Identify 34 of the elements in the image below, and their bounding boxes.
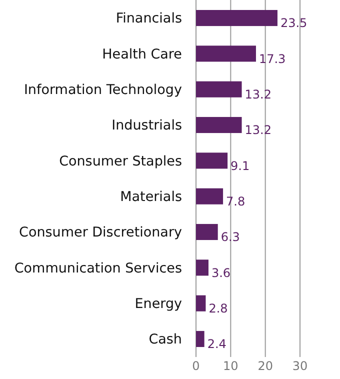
data-label: 17.3	[258, 52, 286, 66]
y-tick-label: Energy	[134, 296, 182, 312]
y-tick-label: Communication Services	[14, 260, 182, 276]
y-tick-label: Health Care	[102, 46, 182, 62]
data-label: 13.2	[244, 88, 272, 102]
bar	[196, 188, 224, 204]
bar	[196, 152, 228, 169]
y-tick-label: Materials	[120, 189, 182, 206]
data-label: 2.8	[208, 302, 228, 316]
bar	[196, 224, 218, 240]
y-tick-label: Information Technology	[24, 82, 182, 98]
data-label: 13.2	[244, 123, 272, 138]
y-tick-label: Cash	[148, 332, 182, 348]
data-label: 9.1	[230, 158, 250, 173]
x-tick-label: 0	[192, 359, 200, 373]
bar	[196, 330, 204, 348]
y-tick-label: Industrials	[112, 118, 182, 134]
bar	[196, 260, 208, 276]
x-tick-label: 30	[292, 359, 308, 373]
y-tick-label: Consumer Discretionary	[19, 224, 182, 241]
data-label: 3.6	[211, 266, 231, 280]
x-tick-label: 10	[223, 359, 238, 373]
bar	[196, 46, 256, 62]
data-label: 23.5	[280, 16, 308, 30]
bar	[196, 10, 278, 26]
data-label: 2.4	[207, 337, 226, 352]
y-tick-label: Financials	[116, 10, 182, 27]
bar	[196, 295, 206, 312]
data-label: 6.3	[220, 230, 240, 244]
data-label: 7.8	[226, 194, 246, 209]
bar	[196, 81, 242, 98]
x-tick-label: 20	[258, 359, 273, 373]
y-tick-label: Consumer Staples	[59, 153, 182, 170]
bar	[196, 116, 242, 134]
